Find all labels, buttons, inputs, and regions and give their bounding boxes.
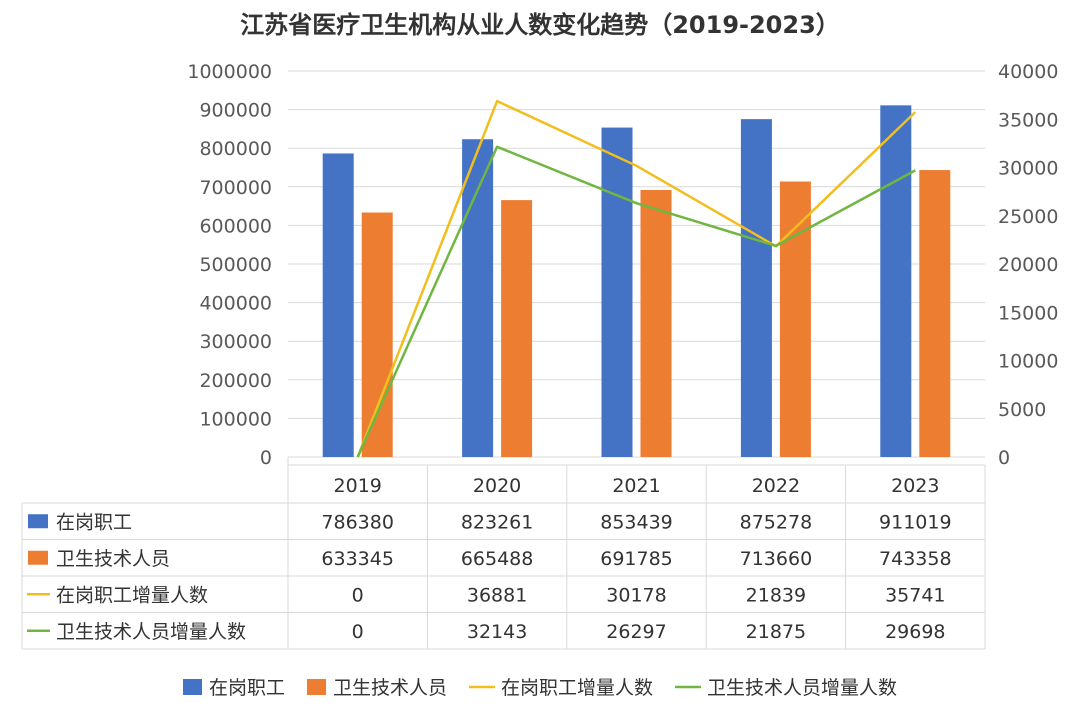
x-tick-label: 2019 [334, 475, 382, 497]
data-label: 853439 [600, 511, 673, 533]
data-label: 21839 [746, 584, 806, 606]
y-right-tick-label: 35000 [998, 109, 1058, 131]
y-left-tick-label: 200000 [199, 370, 272, 392]
data-label: 911019 [879, 511, 952, 533]
x-tick-label: 2023 [891, 475, 939, 497]
bar-staff-2022 [740, 119, 772, 457]
y-right-tick-label: 5000 [998, 399, 1046, 421]
y-left-tick-label: 400000 [199, 293, 272, 315]
data-label: 32143 [467, 621, 527, 643]
y-left-tick-label: 600000 [199, 215, 272, 237]
y-right-tick-label: 25000 [998, 206, 1058, 228]
x-tick-label: 2021 [612, 475, 660, 497]
data-label: 29698 [885, 621, 945, 643]
y-left-tick-label: 800000 [199, 138, 272, 160]
legend-swatch [183, 679, 202, 695]
bar-tech-2020 [501, 200, 533, 457]
legend-label: 卫生技术人员 [333, 677, 447, 699]
bar-staff-2021 [601, 127, 633, 458]
data-label: 713660 [740, 548, 813, 570]
line-series-tech-increase [356, 145, 916, 458]
data-label: 30178 [606, 584, 666, 606]
legend-label: 在岗职工 [209, 677, 285, 699]
legend-key-swatch [28, 550, 48, 565]
row-label: 卫生技术人员增量人数 [56, 621, 246, 643]
data-label: 21875 [746, 621, 806, 643]
data-label: 743358 [879, 548, 952, 570]
legend-swatch [307, 679, 326, 695]
row-label: 在岗职工 [56, 511, 132, 533]
y-left-tick-label: 500000 [199, 254, 272, 276]
y-left-tick-label: 700000 [199, 177, 272, 199]
data-label: 0 [352, 621, 364, 643]
data-label: 0 [352, 584, 364, 606]
y-right-tick-label: 0 [998, 447, 1010, 469]
legend-label: 在岗职工增量人数 [501, 677, 653, 699]
row-label: 卫生技术人员 [56, 548, 170, 570]
legend-key-swatch [28, 514, 48, 529]
bar-staff-2019 [322, 153, 354, 457]
data-label: 35741 [885, 584, 945, 606]
row-label: 在岗职工增量人数 [56, 584, 208, 606]
x-tick-label: 2020 [473, 475, 521, 497]
y-right-tick-label: 10000 [998, 351, 1058, 373]
y-left-tick-label: 900000 [199, 100, 272, 122]
bar-tech-2019 [361, 212, 393, 457]
data-label: 691785 [600, 548, 673, 570]
y-axis-left: 0 100000 200000 300000 400000 500000 600000 700… [187, 61, 272, 469]
legend-label: 卫生技术人员增量人数 [707, 677, 897, 699]
data-label: 875278 [740, 511, 813, 533]
bar-tech-2023 [919, 170, 951, 457]
y-axis-right: 0 5000 10000 15000 20000 25000 30000 35000 40000 [998, 61, 1058, 469]
data-label: 823261 [461, 511, 534, 533]
data-label: 786380 [321, 511, 394, 533]
data-table: 2019 2020 2021 2022 2023 在岗职工 786380 823261 8534… [21, 457, 986, 650]
data-label: 665488 [461, 548, 534, 570]
y-left-tick-label: 300000 [199, 331, 272, 353]
lines [356, 99, 917, 458]
y-right-tick-label: 30000 [998, 158, 1058, 180]
y-right-tick-label: 15000 [998, 302, 1058, 324]
data-label: 633345 [321, 548, 394, 570]
data-label: 36881 [467, 584, 527, 606]
bar-tech-2022 [779, 181, 811, 458]
y-left-tick-label: 0 [260, 447, 272, 469]
bar-tech-2021 [640, 189, 672, 457]
chart-title: 江苏省医疗卫生机构从业人数变化趋势（2019-2023） [240, 11, 840, 39]
data-label: 26297 [606, 621, 666, 643]
gridlines [288, 70, 985, 458]
y-left-tick-label: 1000000 [187, 61, 272, 83]
y-left-tick-label: 100000 [199, 408, 272, 430]
bar-staff-2020 [462, 139, 494, 457]
bars [322, 105, 951, 458]
y-right-tick-label: 20000 [998, 254, 1058, 276]
bar-staff-2023 [880, 105, 912, 457]
x-tick-label: 2022 [752, 475, 800, 497]
line-series-staff-increase [356, 99, 917, 458]
y-right-tick-label: 40000 [998, 61, 1058, 83]
legend: 在岗职工 卫生技术人员 在岗职工增量人数 卫生技术人员增量人数 [183, 677, 897, 699]
